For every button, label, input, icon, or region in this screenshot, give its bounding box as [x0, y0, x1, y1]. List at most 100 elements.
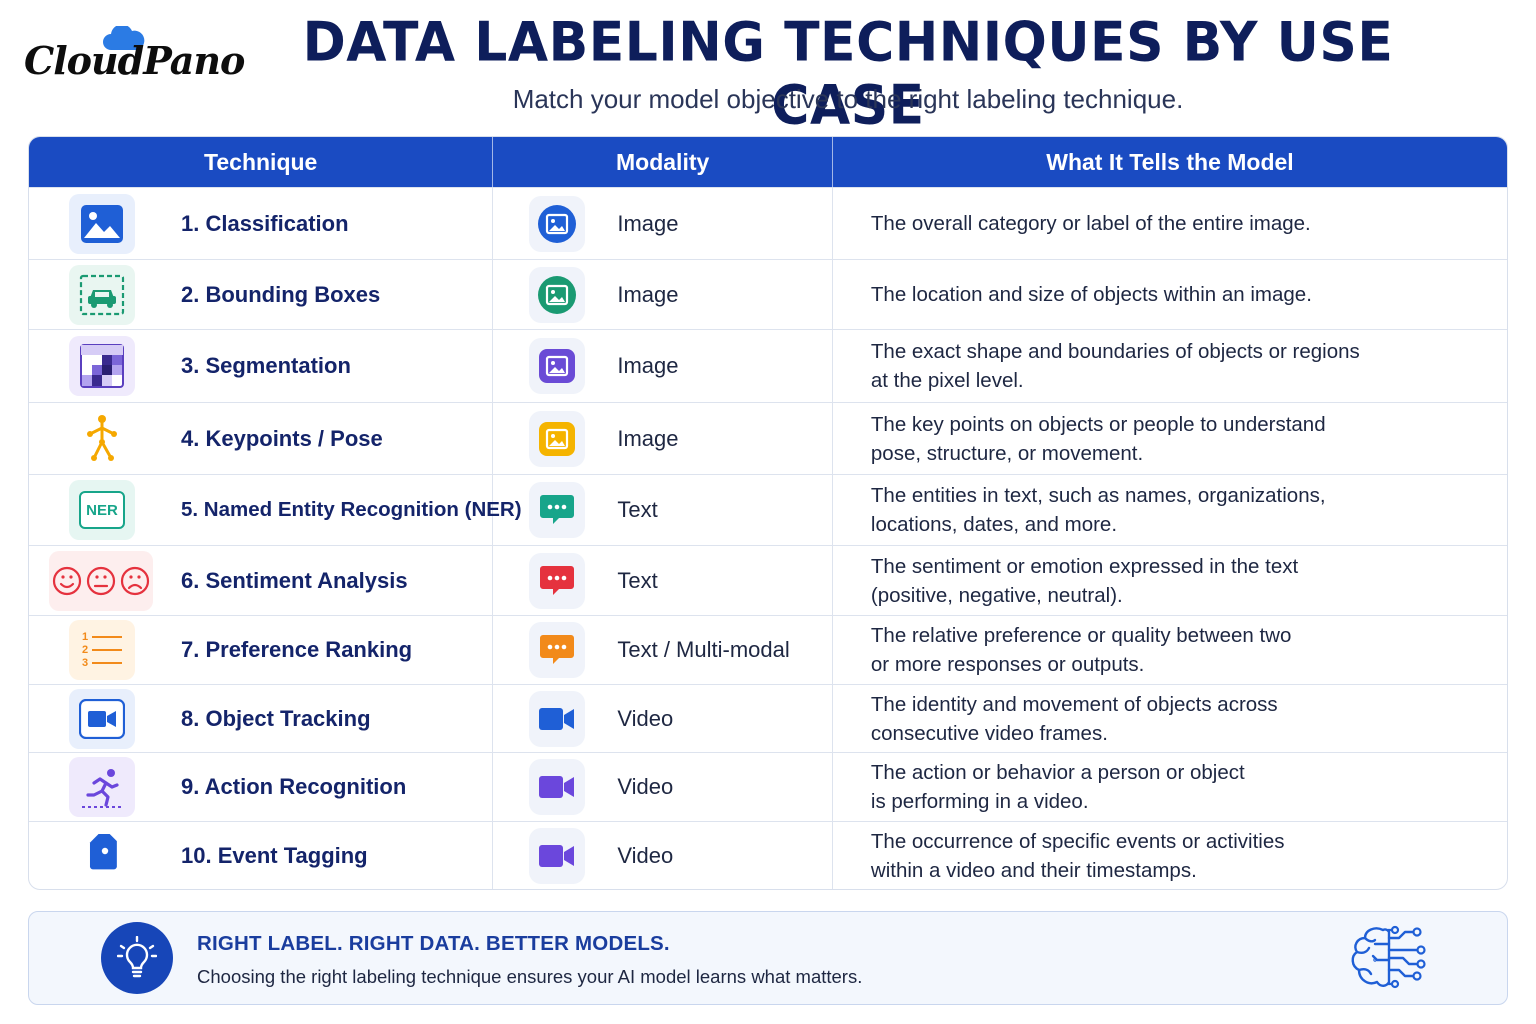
page-subtitle: Match your model objective to the right … — [512, 84, 1184, 114]
description-line: pose, structure, or movement. — [870, 441, 1144, 465]
video-camera-icon — [69, 688, 135, 749]
image-circle-icon — [529, 195, 586, 252]
technique-cell: 2. Bounding Boxes — [29, 260, 494, 329]
description-cell: The overall category or label of the ent… — [833, 188, 1507, 259]
description-cell: The key points on objects or people to u… — [833, 403, 1507, 474]
technique-name: 3. Segmentation — [181, 353, 351, 378]
technique-name: 5. Named Entity Recognition (NER) — [181, 498, 522, 521]
running-person-icon — [69, 757, 135, 817]
modality-name: Image — [617, 353, 679, 378]
description-line: The location and size of objects within … — [870, 283, 1312, 306]
banner-title: RIGHT LABEL. RIGHT DATA. BETTER MODELS. — [197, 932, 670, 955]
image-icon — [529, 410, 586, 467]
technique-name: 6. Sentiment Analysis — [181, 567, 408, 593]
modality-name: Video — [617, 705, 674, 731]
description-line: The action or behavior a person or objec… — [870, 761, 1245, 784]
table-row: 10. Event Tagging Video The occurrence o… — [29, 821, 1507, 889]
description-line: at the pixel level. — [870, 369, 1024, 392]
technique-cell: NER 5. Named Entity Recognition (NER) — [29, 475, 522, 545]
chat-bubble-icon — [529, 552, 586, 609]
table-row: NER 5. Named Entity Recognition (NER) Te… — [29, 474, 1507, 545]
description-cell: The relative preference or quality betwe… — [833, 616, 1507, 684]
technique-cell: 10. Event Tagging — [29, 822, 494, 889]
description-line: The overall category or label of the ent… — [870, 212, 1311, 235]
description-cell: The occurrence of specific events or act… — [833, 822, 1507, 889]
table-row: 1. Classification Image The overall cate… — [29, 187, 1507, 259]
video-camera-icon — [529, 759, 586, 815]
column-header-description: What It Tells the Model — [1046, 148, 1294, 175]
technique-name: 8. Object Tracking — [181, 705, 371, 731]
modality-cell: Video — [493, 753, 833, 821]
stick-figure-icon — [69, 409, 135, 469]
image-circle-icon — [529, 266, 586, 323]
page-title: DATA LABELING TECHNIQUES BY USE CASE — [302, 11, 1394, 137]
table-row: 6. Sentiment Analysis Text The sentiment… — [29, 545, 1507, 615]
modality-name: Text — [617, 567, 658, 593]
table-row: 3. Segmentation Image The exact shape an… — [29, 329, 1507, 402]
modality-name: Image — [617, 210, 679, 236]
modality-cell: Video — [493, 822, 833, 889]
modality-cell: Text — [493, 546, 833, 615]
technique-cell: 4. Keypoints / Pose — [29, 403, 494, 474]
modality-cell: Text — [493, 475, 833, 545]
banner-text: Choosing the right labeling technique en… — [197, 966, 863, 987]
description-cell: The identity and movement of objects acr… — [833, 685, 1507, 752]
modality-cell: Image — [493, 403, 833, 474]
modality-cell: Image — [493, 188, 833, 259]
description-line: is performing in a video. — [870, 790, 1089, 813]
car-bounding-box-icon — [69, 264, 135, 325]
description-line: The key points on objects or people to u… — [870, 412, 1326, 436]
description-line: locations, dates, and more. — [870, 513, 1118, 536]
modality-name: Text — [617, 497, 658, 522]
numbered-list-icon: 1 2 3 — [69, 620, 135, 680]
technique-name: 1. Classification — [181, 210, 349, 236]
table-row: 1 2 3 7. Preference Ranking Text / Multi… — [29, 615, 1507, 684]
description-line: or more responses or outputs. — [870, 653, 1145, 676]
modality-cell: Video — [493, 685, 833, 752]
modality-name: Image — [617, 281, 679, 307]
technique-cell: 9. Action Recognition — [29, 753, 494, 821]
technique-name: 2. Bounding Boxes — [181, 281, 381, 307]
description-line: The occurrence of specific events or act… — [870, 830, 1285, 853]
description-cell: The entities in text, such as names, org… — [833, 475, 1507, 545]
description-cell: The exact shape and boundaries of object… — [833, 330, 1507, 402]
techniques-table: Technique Modality What It Tells the Mod… — [28, 136, 1508, 890]
list-number: 1 — [81, 631, 89, 643]
brain-circuit-icon — [1351, 925, 1426, 989]
description-cell: The sentiment or emotion expressed in th… — [833, 546, 1507, 615]
table-row: 9. Action Recognition Video The action o… — [29, 752, 1507, 821]
table-header: Technique Modality What It Tells the Mod… — [29, 137, 1507, 187]
technique-name: 7. Preference Ranking — [181, 637, 413, 662]
technique-cell: 8. Object Tracking — [29, 685, 494, 752]
modality-name: Text / Multi-modal — [617, 637, 790, 662]
modality-name: Image — [617, 425, 679, 451]
tag-icon — [69, 826, 135, 886]
chat-bubble-icon — [529, 622, 586, 678]
footer-banner: RIGHT LABEL. RIGHT DATA. BETTER MODELS. … — [28, 911, 1508, 1005]
modality-name: Video — [617, 774, 674, 799]
logo-text: CloudPano — [24, 38, 245, 83]
table-row: 4. Keypoints / Pose Image The key points… — [29, 402, 1507, 474]
description-line: The exact shape and boundaries of object… — [870, 340, 1360, 363]
technique-cell: 3. Segmentation — [29, 330, 494, 402]
column-header-modality: Modality — [493, 137, 833, 187]
list-number: 2 — [81, 644, 89, 656]
description-line: The relative preference or quality betwe… — [870, 624, 1292, 647]
modality-cell: Image — [493, 260, 833, 329]
lightbulb-icon — [101, 922, 173, 994]
modality-cell: Image — [493, 330, 833, 402]
image-icon — [529, 338, 586, 394]
ner-badge-icon: NER — [69, 480, 135, 540]
description-line: (positive, negative, neutral). — [870, 583, 1123, 607]
brand-logo: CloudPano — [24, 26, 245, 86]
list-number: 3 — [81, 657, 89, 669]
ner-badge-text: NER — [79, 491, 125, 529]
technique-name: 9. Action Recognition — [181, 774, 407, 799]
cloud-icon — [103, 26, 145, 50]
description-line: The identity and movement of objects acr… — [870, 692, 1278, 716]
chat-bubble-icon — [529, 482, 586, 538]
table-row: 2. Bounding Boxes Image The location and… — [29, 259, 1507, 329]
video-camera-icon — [529, 690, 586, 747]
modality-name: Video — [617, 843, 674, 868]
pixel-grid-icon — [69, 336, 135, 396]
